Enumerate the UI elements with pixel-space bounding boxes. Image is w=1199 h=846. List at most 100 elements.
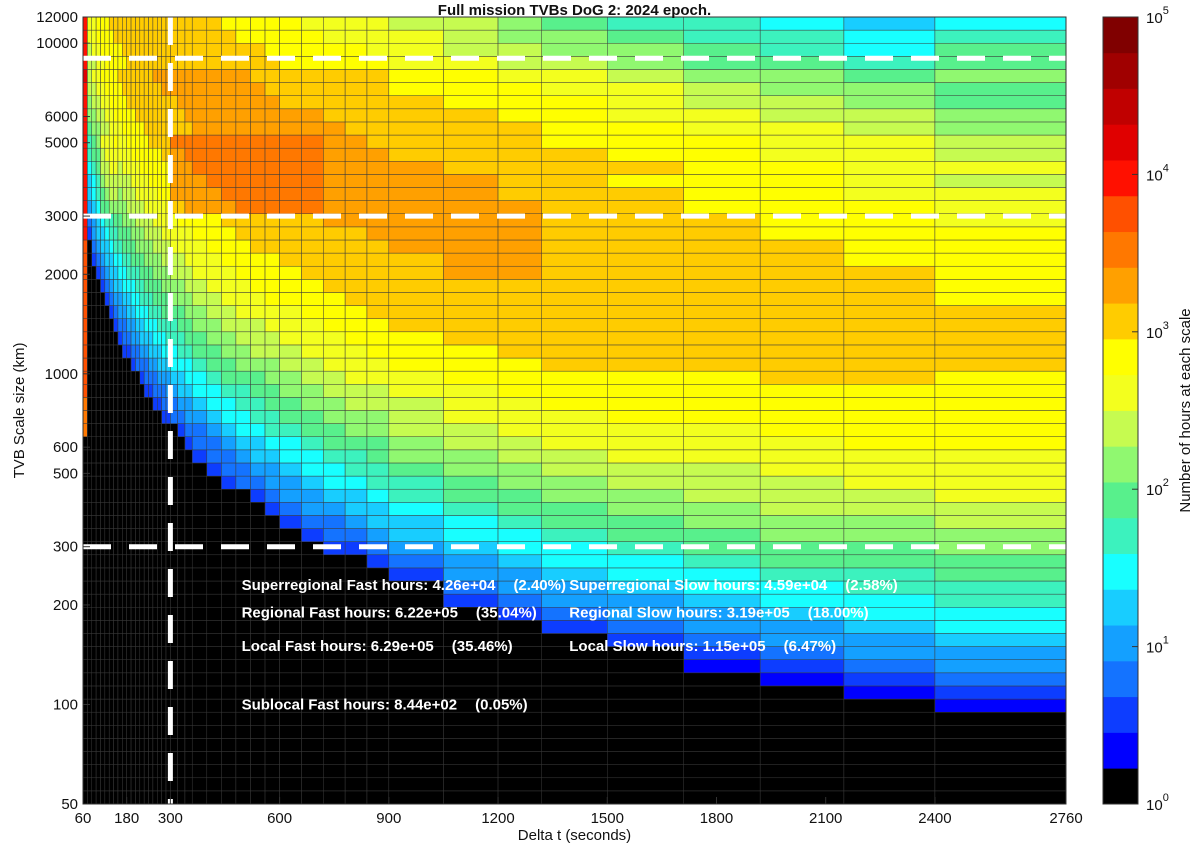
heatmap-cell [157,515,162,529]
heatmap-cell [117,69,123,83]
heatmap-cell [100,265,106,280]
heatmap-cell [139,147,145,162]
heatmap-cell [206,593,222,608]
heatmap-cell [157,279,162,293]
heatmap-cell [191,764,208,779]
heatmap-cell [843,685,936,700]
heatmap-cell [157,554,162,569]
heatmap-cell [541,305,608,319]
heatmap-cell [301,738,324,752]
heatmap-cell [541,331,608,346]
heatmap-cell [91,711,97,726]
heatmap-cell [104,147,110,162]
heatmap-cell [250,659,266,674]
heatmap-cell [108,174,114,188]
heatmap-cell [843,751,936,765]
heatmap-cell [344,108,368,123]
heatmap-cell [161,777,167,792]
heatmap-cell [934,56,1067,70]
heatmap-cell [443,711,499,726]
heatmap-cell [279,659,302,674]
heatmap-cell [82,738,88,752]
heatmap-cell [157,357,162,372]
heatmap-cell [108,16,114,31]
heatmap-cell [388,436,444,451]
heatmap-cell [95,161,101,175]
heatmap-cell [541,344,608,359]
heatmap-cell [126,108,132,123]
heatmap-cell [184,187,193,201]
heatmap-cell [161,252,167,267]
heatmap-cell [108,528,114,542]
heatmap-cell [157,331,162,346]
heatmap-cell [206,187,222,201]
heatmap-cell [143,593,149,608]
heatmap-cell [143,488,149,503]
heatmap-cell [152,567,158,582]
heatmap-cell [91,528,97,542]
heatmap-cell [366,226,390,241]
heatmap-cell [87,239,92,254]
heatmap-cell [264,147,280,162]
heatmap-cell [607,29,684,44]
heatmap-cell [366,777,390,792]
heatmap-cell [497,200,542,215]
heatmap-cell [366,187,390,201]
heatmap-cell [366,357,390,372]
heatmap-cell [100,187,106,201]
heatmap-cell [95,239,101,254]
heatmap-cell [177,436,186,451]
heatmap-cell [221,764,237,779]
heatmap-cell [82,82,88,96]
heatmap-cell [443,252,499,267]
heatmap-cell [683,161,761,175]
heatmap-cell [135,82,141,96]
heatmap-cell [177,200,186,215]
heatmap-cell [184,528,193,542]
heatmap-cell [170,738,178,752]
heatmap-cell [191,777,208,792]
heatmap-cell [221,607,237,621]
heatmap-cell [934,331,1067,346]
threshold-lines [83,17,1066,804]
heatmap-cell [206,488,222,503]
colorbar-segment [1103,410,1138,447]
heatmap-cell [264,161,280,175]
heatmap-cell [366,16,390,31]
heatmap-cell [177,121,186,136]
heatmap-cell [152,331,158,346]
heatmap-cell [301,475,324,490]
heatmap-cell [117,777,123,792]
heatmap-cell [91,187,97,201]
heatmap-cell [759,121,845,136]
heatmap-cell [250,121,266,136]
heatmap-cell [934,541,1067,556]
heatmap-cell [170,554,178,569]
heatmap-cell [279,790,302,805]
heatmap-cell [323,305,346,319]
heatmap-cell [279,436,302,451]
heatmap-cell [113,554,119,569]
heatmap-cell [344,502,368,516]
heatmap-cell [607,292,684,306]
heatmap-cell [143,410,149,424]
heatmap-cell [87,488,92,503]
heatmap-cell [87,318,92,333]
heatmap-cell [117,738,123,752]
heatmap-cell [113,292,119,306]
heatmap-cell [541,279,608,293]
heatmap-cell [388,370,444,385]
heatmap-cell [279,620,302,634]
heatmap-cell [95,82,101,96]
heatmap-cell [206,16,222,31]
heatmap-cell [82,764,88,779]
heatmap-cell [683,318,761,333]
heatmap-cell [95,331,101,346]
heatmap-cell [221,239,237,254]
heatmap-cell [152,344,158,359]
heatmap-cell [113,685,119,700]
heatmap-cell [541,698,608,713]
heatmap-cell [126,239,132,254]
heatmap-cell [157,475,162,490]
heatmap-cell [122,174,127,188]
